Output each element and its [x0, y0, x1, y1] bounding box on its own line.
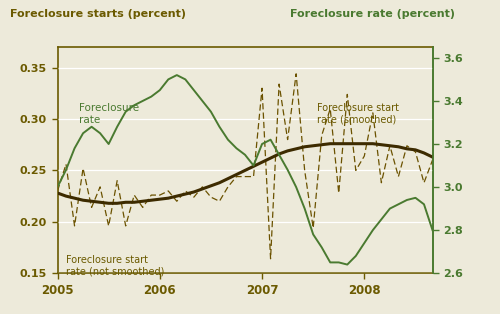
Text: Foreclosure
rate: Foreclosure rate — [79, 103, 139, 125]
Text: Foreclosure start
rate (not smoothed): Foreclosure start rate (not smoothed) — [66, 255, 164, 276]
Text: Foreclosure starts (percent): Foreclosure starts (percent) — [10, 9, 186, 19]
Text: Foreclosure rate (percent): Foreclosure rate (percent) — [290, 9, 455, 19]
Text: Foreclosure start
rate (smoothed): Foreclosure start rate (smoothed) — [318, 103, 400, 124]
